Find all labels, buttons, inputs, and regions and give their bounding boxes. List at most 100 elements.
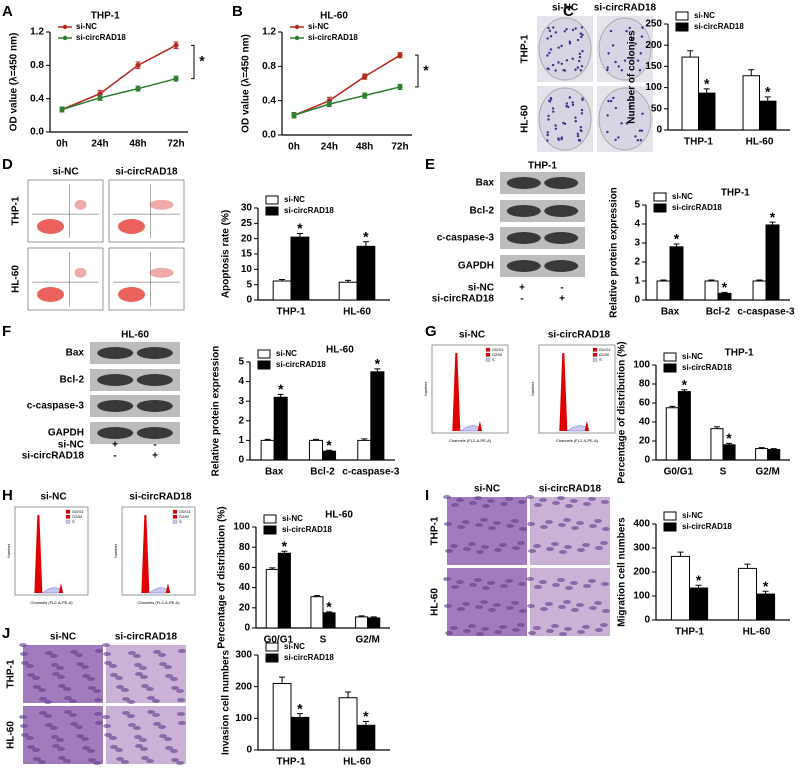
cell (451, 585, 459, 589)
y-tick-label: 300 (235, 650, 252, 661)
gate-label: S (72, 519, 75, 524)
significance-label: * (682, 376, 688, 392)
flow-plot (27, 179, 104, 243)
cell (551, 624, 559, 628)
error-bar (677, 551, 684, 557)
colony (574, 116, 577, 119)
cell (93, 689, 101, 693)
cell (58, 684, 66, 688)
cell (533, 626, 541, 630)
cell (558, 605, 566, 609)
colony (631, 96, 635, 99)
panel-letter: D (2, 156, 13, 173)
gate-swatch (592, 347, 598, 352)
colony (557, 138, 560, 141)
x-tick-label: c-caspase-3 (737, 307, 795, 318)
g2m-peak (477, 421, 483, 431)
cell (44, 714, 52, 718)
colony (547, 114, 550, 118)
cell (505, 579, 513, 583)
error-bar (748, 69, 755, 76)
colony (606, 114, 609, 117)
colony (639, 52, 642, 55)
point (59, 106, 65, 113)
g2m-peak (584, 421, 590, 431)
cell (128, 651, 136, 655)
blot-band (506, 205, 541, 217)
cell (52, 744, 60, 748)
colony (631, 36, 634, 40)
bar (265, 568, 279, 629)
legend-swatch (675, 11, 689, 21)
cell (102, 643, 110, 647)
cell (576, 603, 584, 607)
series-line (61, 77, 177, 111)
colony (606, 130, 609, 134)
bar (260, 439, 275, 461)
cell-cloud (37, 287, 64, 302)
cell (44, 700, 52, 704)
cell (82, 674, 90, 678)
error-bar (345, 691, 352, 698)
legend-swatch (263, 525, 277, 535)
x-tick-label: THP-1 (277, 757, 306, 768)
bar (338, 281, 358, 301)
cell (552, 583, 560, 587)
significance-label: * (704, 76, 710, 92)
cell (450, 544, 458, 548)
cell (20, 652, 28, 656)
cell (104, 733, 112, 737)
cell (33, 757, 41, 761)
y-tick-label: 2 (238, 415, 244, 426)
cell (50, 654, 58, 658)
point (362, 92, 368, 99)
blot-band (506, 232, 541, 244)
cell (170, 749, 178, 753)
gate-swatch (485, 347, 491, 352)
cell (493, 521, 501, 525)
cell (159, 662, 167, 666)
cell (32, 748, 40, 752)
cell (102, 715, 110, 719)
cell (146, 687, 154, 691)
colony (571, 101, 574, 104)
cell-cloud (149, 199, 174, 210)
cell (135, 744, 143, 748)
colony (562, 68, 565, 72)
blot-band (544, 260, 579, 272)
bar (355, 616, 369, 629)
error-bar (687, 50, 694, 58)
transwell-image (106, 645, 186, 703)
colony (640, 129, 644, 132)
significance-label: * (297, 220, 303, 236)
blot-band (136, 427, 173, 439)
cell (135, 672, 143, 676)
point (397, 84, 403, 90)
x-tick-label: G0/G1 (264, 635, 294, 646)
cell (499, 625, 507, 629)
cell (110, 745, 118, 749)
blot-label: Bcl-2 (470, 206, 495, 217)
colony (576, 132, 580, 136)
x-tick-label: Bax (661, 307, 680, 318)
bar (290, 236, 310, 301)
cell (480, 518, 488, 522)
cell (133, 654, 141, 658)
colony (560, 62, 564, 66)
colony (565, 27, 568, 31)
cell (39, 697, 47, 701)
cell (588, 497, 596, 501)
colony (546, 133, 549, 137)
colony (609, 29, 613, 33)
colony (638, 69, 642, 72)
condition-sign: - (520, 294, 523, 305)
cell (468, 542, 476, 546)
x-tick-label: THP-1 (277, 307, 306, 318)
colony (578, 55, 582, 59)
cell (528, 631, 536, 635)
y-tick-label: 20 (239, 602, 251, 613)
colony (549, 48, 553, 51)
colony (579, 69, 583, 72)
cell (527, 604, 535, 608)
